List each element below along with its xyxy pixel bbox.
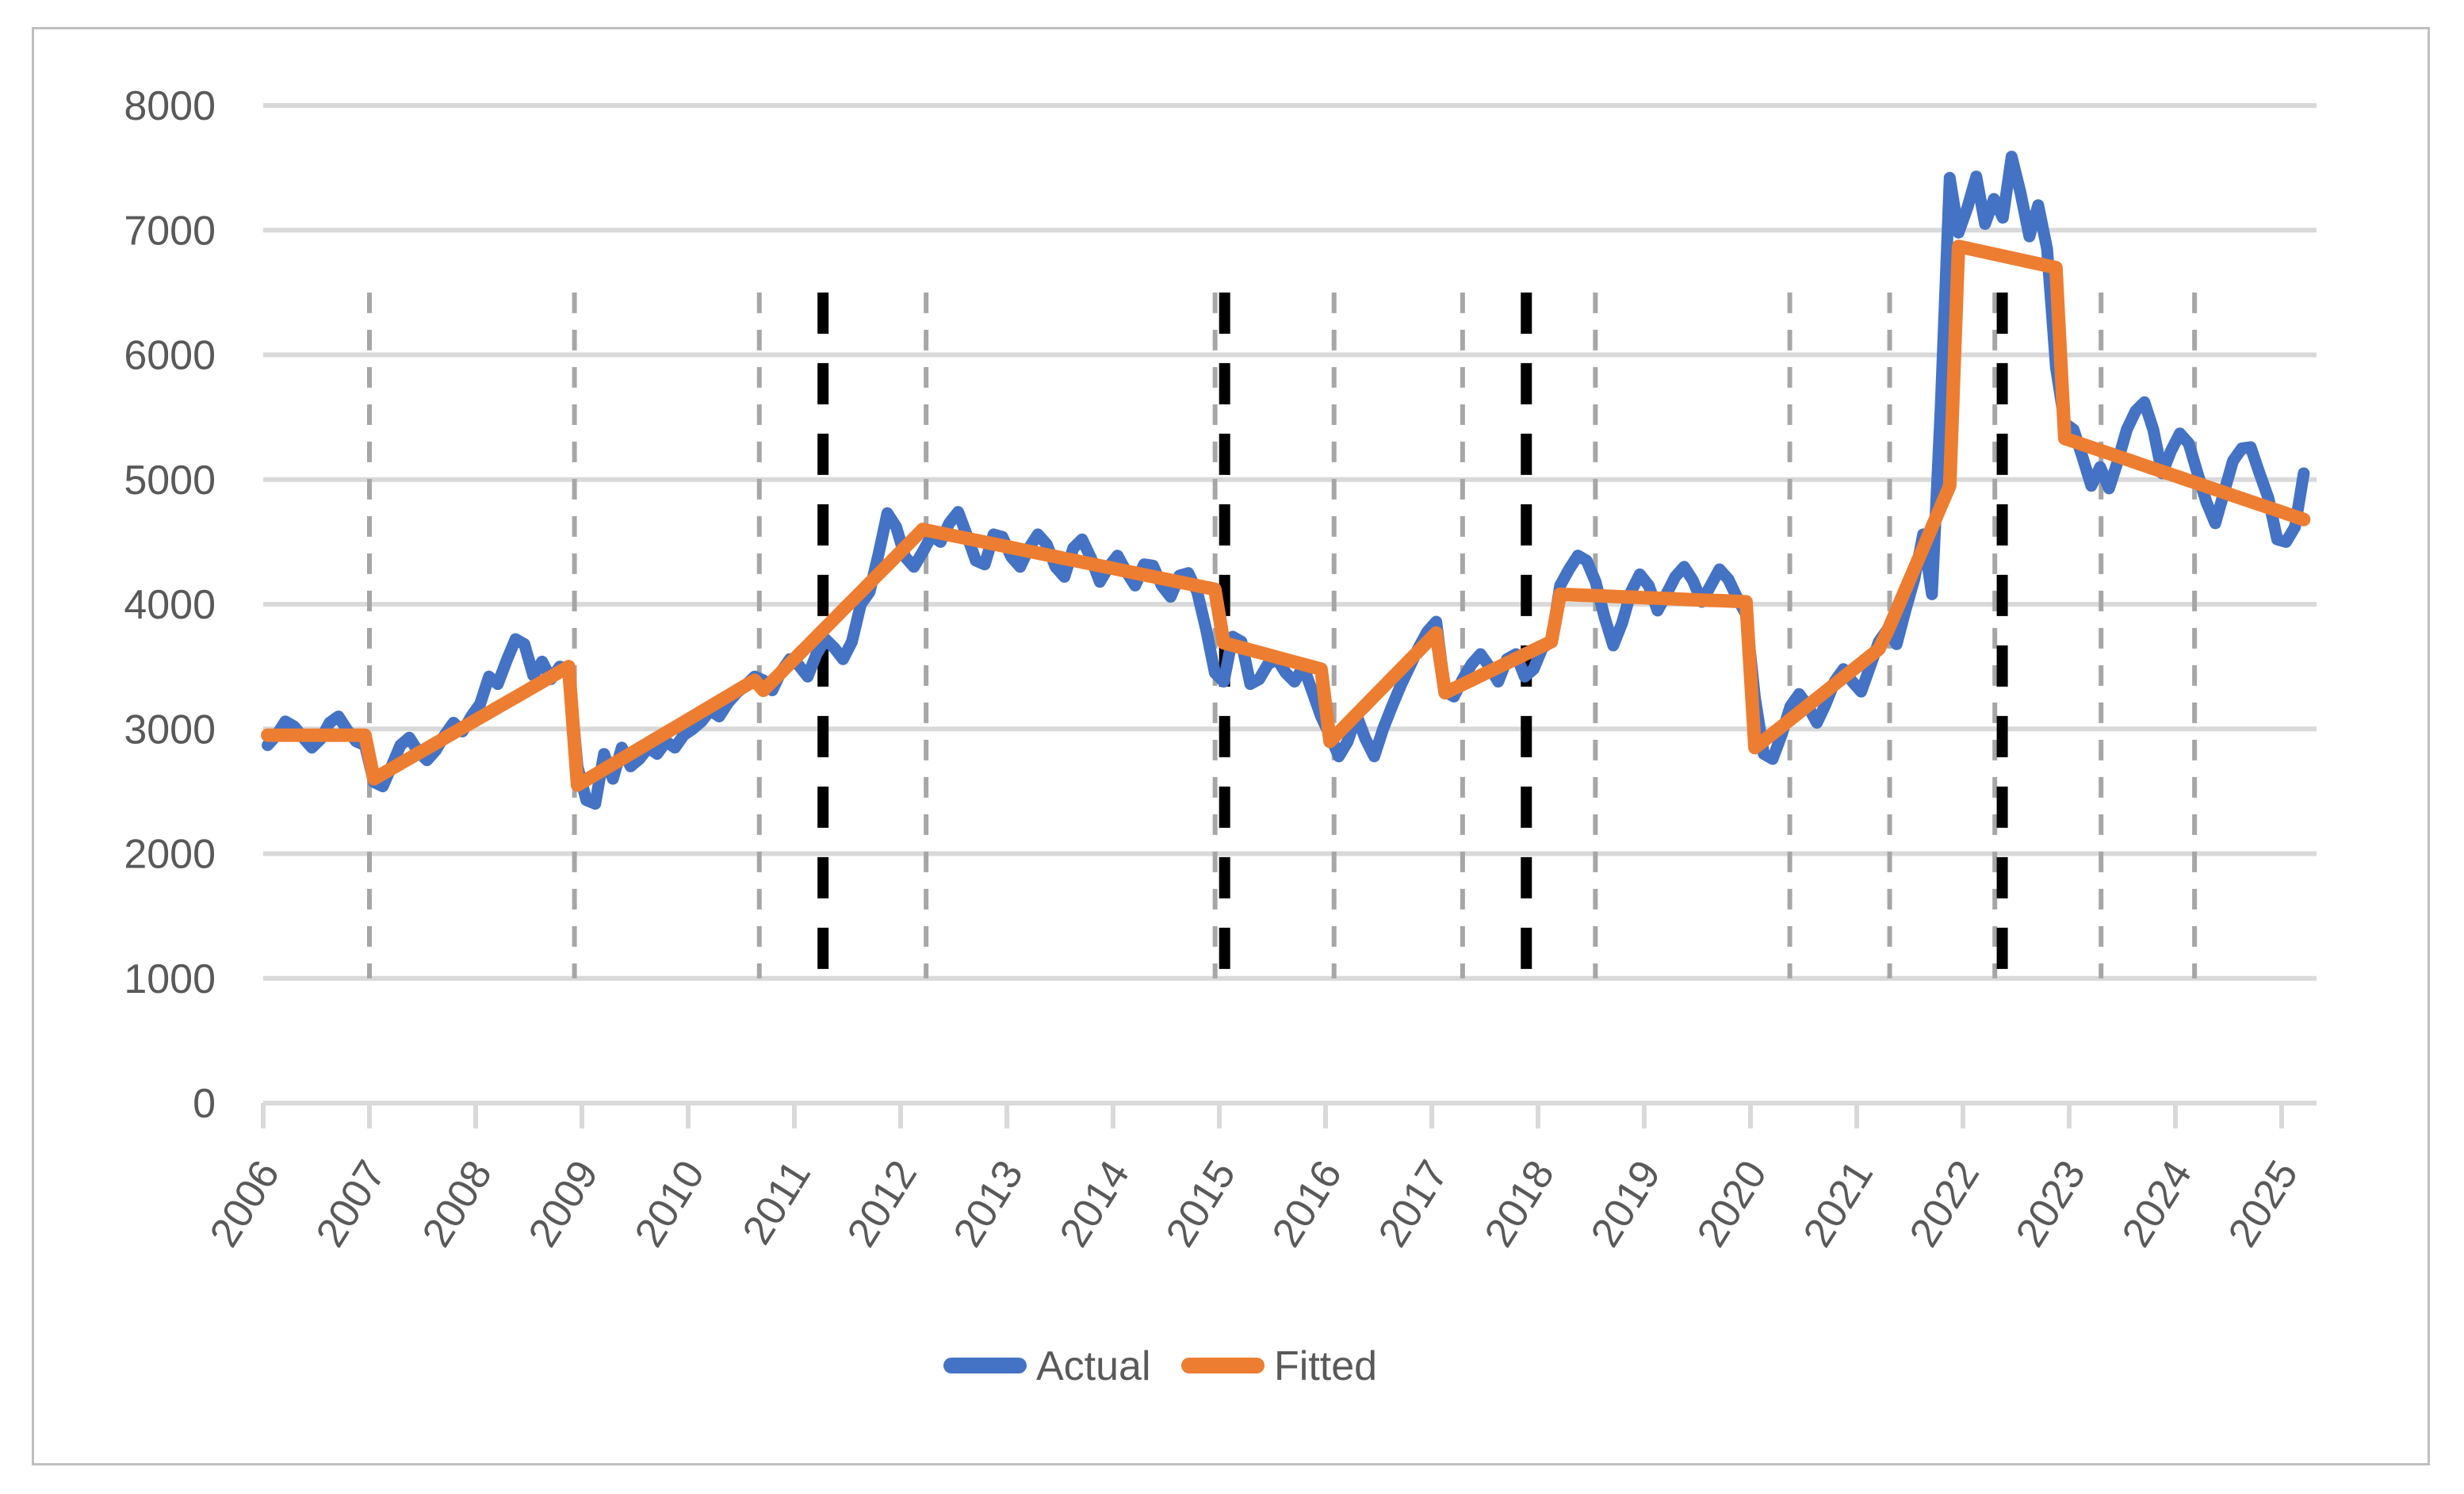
x-axis-label: 2013	[945, 1153, 1032, 1255]
x-axis-label: 2007	[308, 1153, 395, 1255]
legend-fitted-swatch	[1181, 1358, 1265, 1373]
legend-actual-label: Actual	[1036, 1343, 1151, 1389]
x-axis-label: 2009	[520, 1153, 607, 1255]
x-axis-label: 2024	[2114, 1153, 2201, 1255]
y-axis-label: 6000	[124, 333, 216, 379]
x-axis-label: 2021	[1795, 1153, 1882, 1255]
y-axis-label: 3000	[124, 707, 216, 753]
legend: Actual Fitted	[943, 1343, 1377, 1389]
x-axis-label: 2010	[626, 1153, 714, 1255]
y-axis-label: 4000	[124, 582, 216, 628]
x-axis-label: 2023	[2007, 1153, 2095, 1255]
y-axis-label: 2000	[124, 832, 216, 878]
x-axis-labels: 2006 2007 2008 2009 2010 2011 2012 2013 2014 2015…	[201, 1153, 2307, 1255]
x-axis-label: 2015	[1157, 1153, 1245, 1255]
x-axis-label: 2020	[1689, 1153, 1776, 1255]
x-axis-label: 2011	[734, 1153, 820, 1253]
x-axis-label: 2008	[414, 1153, 501, 1255]
y-axis-label: 0	[193, 1081, 216, 1127]
legend-fitted-label: Fitted	[1274, 1343, 1377, 1389]
x-axis-label: 2017	[1370, 1153, 1457, 1255]
y-axis-label: 8000	[124, 83, 216, 129]
y-axis-label: 1000	[124, 956, 216, 1002]
x-axis-label: 2014	[1051, 1153, 1138, 1255]
x-axis-label: 2006	[201, 1153, 289, 1255]
y-axis-label: 5000	[124, 458, 216, 504]
x-axis-label: 2012	[839, 1153, 926, 1255]
x-axis	[261, 1101, 2317, 1128]
fitted-series-line	[261, 239, 2311, 792]
y-axis-label: 7000	[124, 208, 216, 254]
black-dashed-break-lines	[817, 292, 2008, 979]
x-axis-label: 2019	[1582, 1153, 1670, 1255]
x-axis-label: 2025	[2220, 1153, 2307, 1255]
x-axis-label: 2022	[1901, 1153, 1988, 1255]
x-axis-label: 2016	[1264, 1153, 1351, 1255]
y-axis-labels: 0 1000 2000 3000 4000 5000 6000 7000 8000	[124, 83, 216, 1127]
legend-actual-swatch	[943, 1358, 1027, 1373]
gray-dashed-break-lines	[367, 292, 2198, 979]
x-axis-label: 2018	[1476, 1153, 1563, 1255]
